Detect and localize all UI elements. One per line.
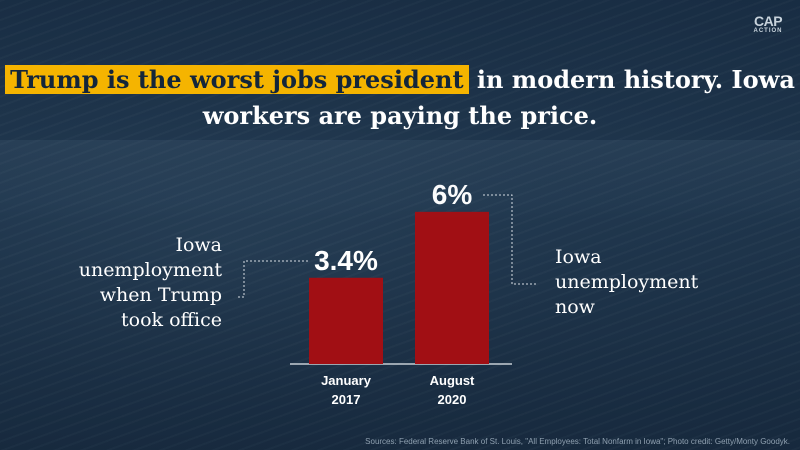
bar-1 <box>309 277 383 364</box>
category-label-1-line-1: January <box>321 373 372 388</box>
category-label-1-line-2: 2017 <box>332 392 361 407</box>
category-label-2-line-2: 2020 <box>438 392 467 407</box>
headline-highlight: Trump is the worst jobs president <box>5 65 469 94</box>
cap-action-logo: CAP ACTION <box>752 14 784 35</box>
headline-rest: in modern history. Iowa workers are payi… <box>202 65 795 130</box>
bar-2 <box>415 211 489 364</box>
value-label-1: 3.4% <box>314 245 378 276</box>
value-label-2: 6% <box>432 179 473 210</box>
annotation-left: Iowa unemployment when Trump took office <box>78 234 222 331</box>
right-leader-line <box>483 194 538 285</box>
logo-sub-text: ACTION <box>753 28 783 34</box>
source-credit: Sources: Federal Reserve Bank of St. Lou… <box>365 437 790 446</box>
headline: Trump is the worst jobs president in mod… <box>0 62 800 134</box>
category-label-2-line-1: August <box>430 373 475 388</box>
annotation-right: Iowa unemployment now <box>555 246 699 318</box>
left-leader-line <box>238 260 308 298</box>
logo-main-text: CAP <box>753 13 783 29</box>
